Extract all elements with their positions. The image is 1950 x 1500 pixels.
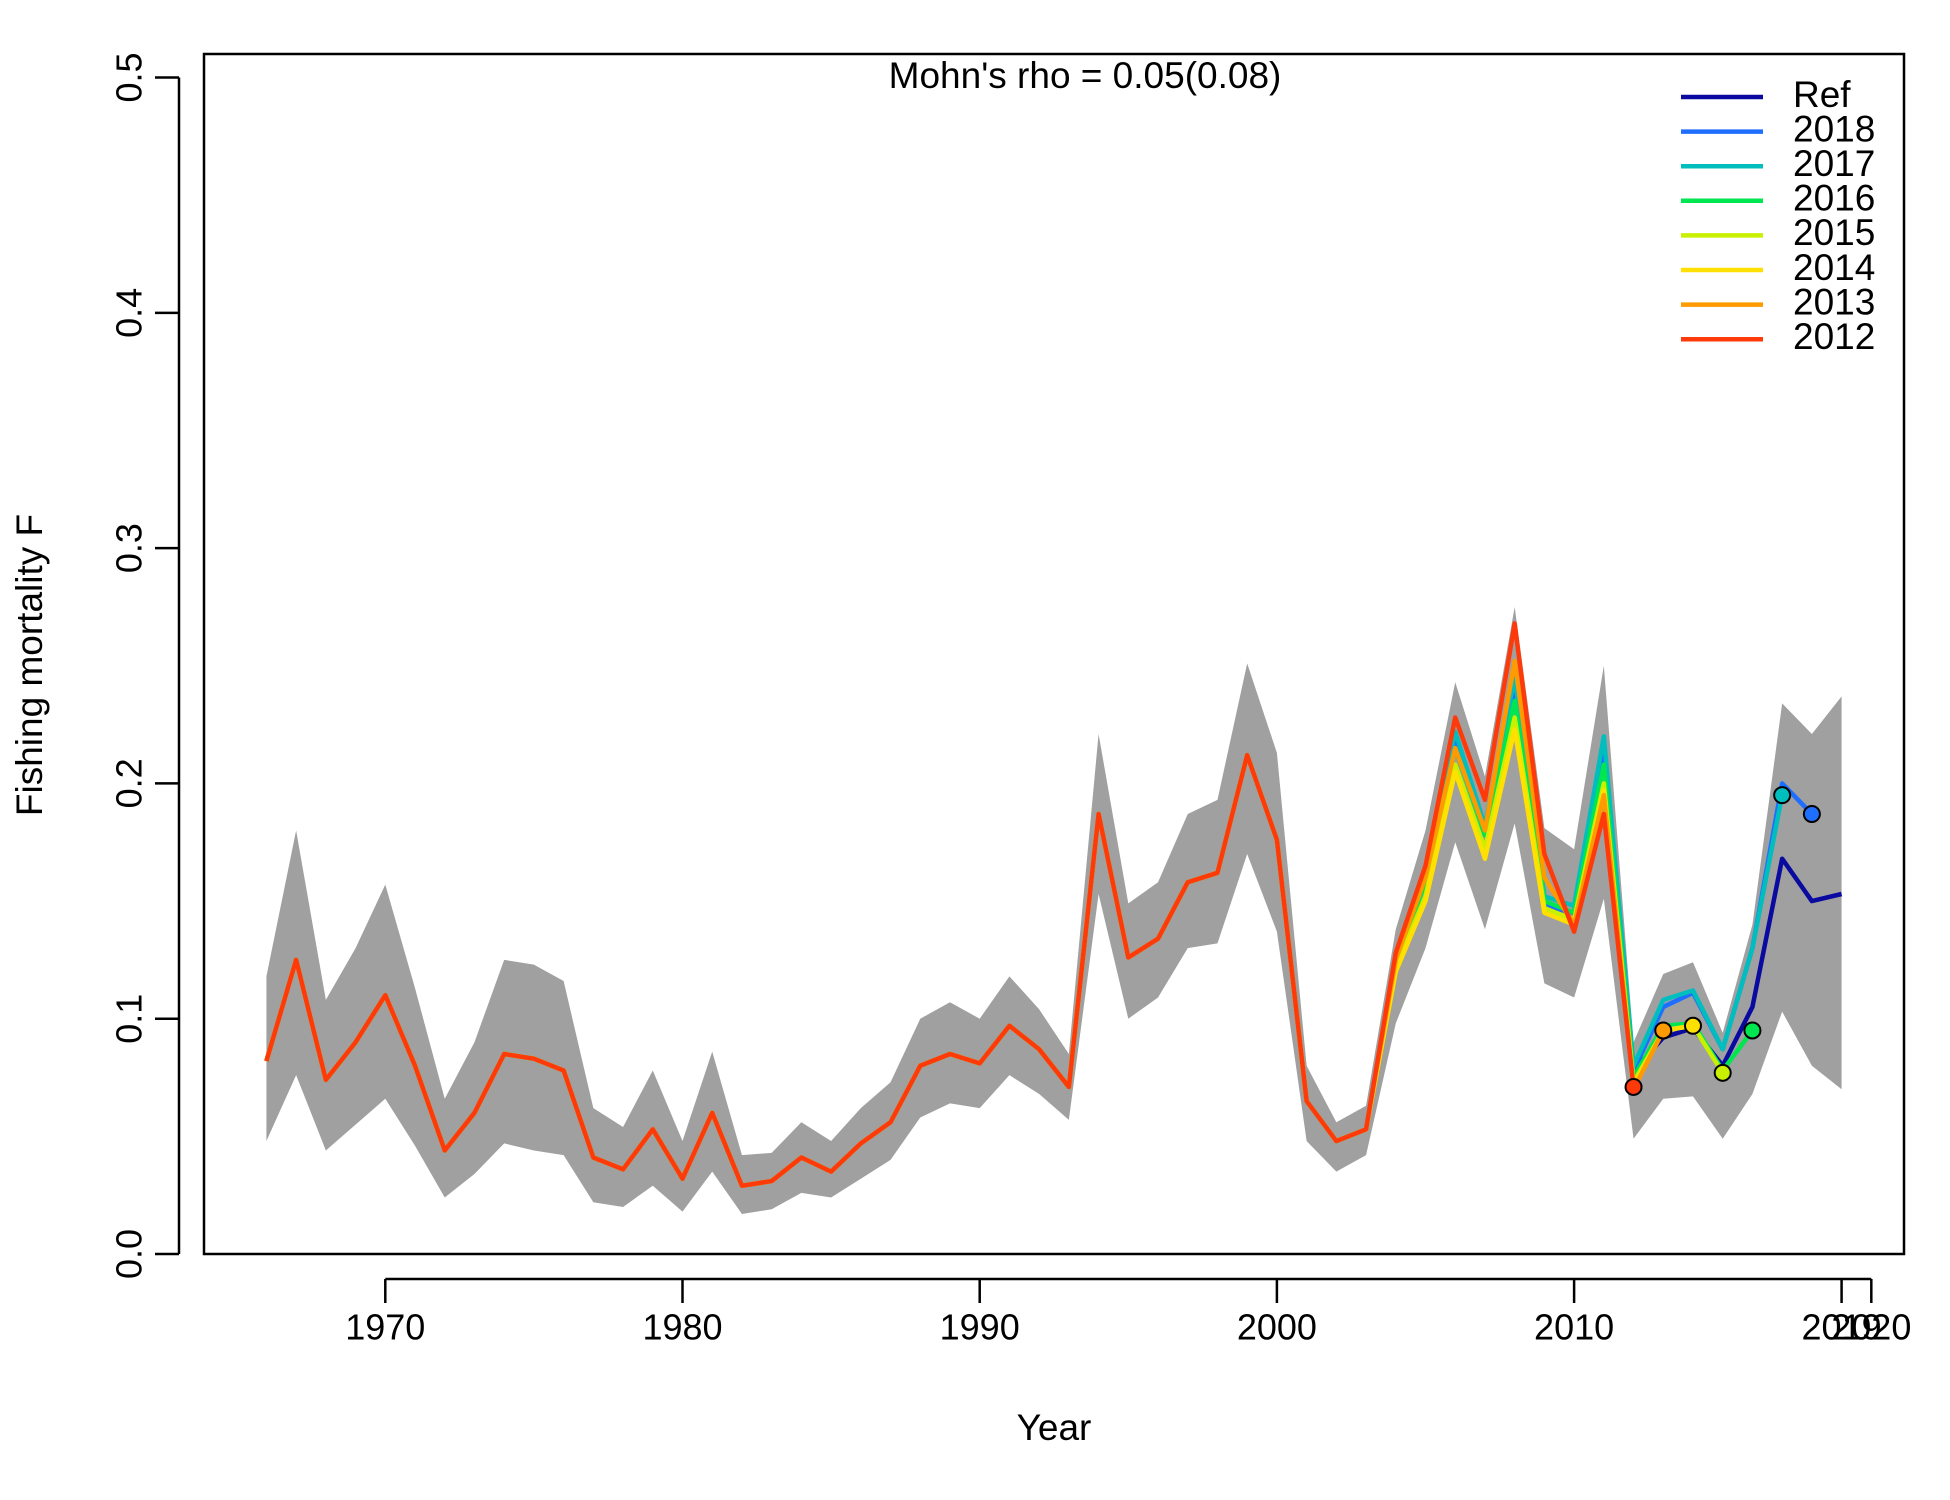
legend-label: 2013 [1793,281,1875,322]
x-tick-label: 2000 [1237,1307,1317,1348]
legend-label: 2016 [1793,178,1875,219]
plot-frame [202,52,1906,1256]
legend-label: 2012 [1793,316,1875,357]
confidence-band [266,606,1842,1214]
end-point [1713,1063,1732,1082]
y-tick-label: 0.1 [109,994,150,1044]
chart-title: Mohn's rho = 0.05(0.08) [889,55,1282,96]
end-point [1654,1021,1673,1040]
legend-label: 2014 [1793,247,1875,288]
x-tick-label: 2010 [1534,1307,1614,1348]
x-axis-title: Year [1017,1407,1092,1448]
end-point [1624,1077,1643,1096]
legend-label: Ref [1793,74,1851,115]
end-point [1683,1016,1702,1035]
series-line [264,621,1636,1189]
y-tick-label: 0.5 [109,53,150,103]
x-tick-label: 2019 [1802,1307,1882,1348]
x-tick-label: 1980 [642,1307,722,1348]
y-tick-label: 0.0 [109,1229,150,1279]
end-point [1743,1021,1762,1040]
y-axis-title: Fishing mortality F [9,514,50,816]
legend-label: 2018 [1793,108,1875,149]
legend-label: 2017 [1793,143,1875,184]
legend-label: 2015 [1793,212,1875,253]
y-tick-label: 0.3 [109,523,150,573]
end-point [1773,786,1792,805]
x-tick-label: 2020 [1831,1307,1911,1348]
y-tick-label: 0.2 [109,758,150,808]
x-tick-label: 1970 [345,1307,425,1348]
y-tick-label: 0.4 [109,288,150,338]
x-tick-label: 1990 [940,1307,1020,1348]
end-point [1802,805,1821,823]
